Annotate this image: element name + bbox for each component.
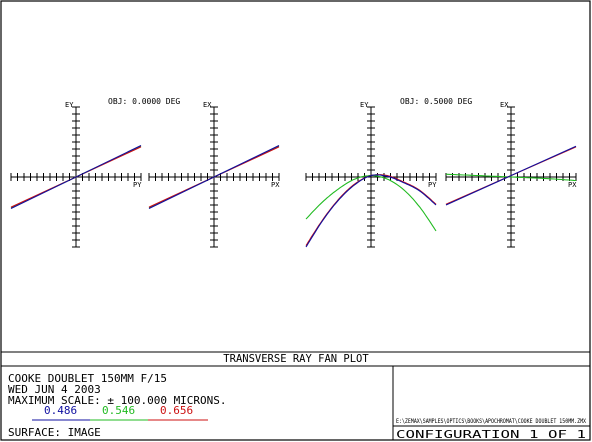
field-label-0: OBJ: 0.0000 DEG: [108, 97, 180, 106]
series-0.486-line: [148, 145, 280, 209]
surface-text: SURFACE: IMAGE: [8, 426, 101, 439]
wavelength-legend: 0.486 0.546 0.656: [32, 404, 208, 421]
file-path: E:\ZEMAX\SAMPLES\OPTICS\BOOKS\APOCHROMAT…: [396, 418, 586, 425]
lens-name: COOKE DOUBLET 150MM F/15: [8, 372, 167, 385]
date-text: WED JUN 4 2003: [8, 383, 101, 396]
ray-fan-panel-2: PY EY: [305, 101, 437, 248]
series-0.546-line: [445, 173, 577, 182]
x-axis-label-3: PX: [568, 181, 577, 189]
series-0.486-line: [445, 145, 577, 206]
y-axis-label-2: EY: [360, 101, 369, 109]
x-axis-label-0: PY: [133, 181, 142, 189]
configuration-text: CONFIGURATION 1 OF 1: [396, 428, 586, 441]
field-label-2: OBJ: 0.5000 DEG: [400, 97, 472, 106]
ray-fan-panel-0: PY EY: [10, 101, 142, 248]
y-axis-label-0: EY: [65, 101, 74, 109]
legend-label-0: 0.486: [44, 404, 77, 417]
ray-fan-panel-3: PX EX: [445, 101, 577, 248]
ray-fan-plots: PY EY PX EX PY EY PX EX: [10, 101, 577, 248]
legend-label-2: 0.656: [160, 404, 193, 417]
x-axis-label-2: PY: [428, 181, 437, 189]
y-axis-label-3: EX: [500, 101, 509, 109]
ray-fan-panel-1: PX EX: [148, 101, 280, 248]
plot-title: TRANSVERSE RAY FAN PLOT: [223, 353, 369, 365]
legend-label-1: 0.546: [102, 404, 135, 417]
series-0.486-line: [305, 174, 437, 248]
series-0.486-line: [10, 145, 142, 209]
scale-text: MAXIMUM SCALE: ± 100.000 MICRONS.: [8, 394, 227, 407]
y-axis-label-1: EX: [203, 101, 212, 109]
x-axis-label-1: PX: [271, 181, 280, 189]
